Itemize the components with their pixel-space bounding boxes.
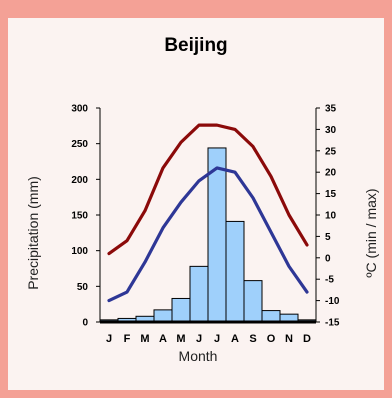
y2-axis-label: ºC (min / max) (363, 188, 379, 277)
y2-tick-label: -10 (325, 296, 340, 307)
precip-bar (225, 220, 245, 323)
y2-tick-label: 20 (325, 168, 337, 179)
precip-bar (243, 280, 263, 323)
precip-bar (189, 265, 209, 323)
y2-tick-label: -5 (325, 275, 334, 286)
y-tick-label: 100 (71, 246, 88, 257)
y-tick-label: 0 (82, 318, 88, 329)
y2-tick-label: 10 (325, 211, 337, 222)
month-label: J (196, 333, 202, 345)
y2-tick-label: 0 (325, 253, 331, 264)
line-group (107, 123, 309, 303)
y-tick-label: 150 (71, 211, 88, 222)
chart-panel: Beijing 0 50 100 150 200 250 300 -15 -10 -5 0 5 10 15… (8, 18, 384, 390)
y-tick-label: 200 (71, 175, 88, 186)
x-axis-label: Month (179, 348, 218, 364)
month-label: S (249, 333, 256, 345)
precip-bar (171, 297, 191, 323)
y-axis-label: Precipitation (mm) (25, 176, 41, 290)
y2-tick-label: 35 (325, 104, 337, 115)
y-tick-label: 50 (77, 282, 89, 293)
max-temp-line (107, 123, 309, 256)
climate-chart: Beijing 0 50 100 150 200 250 300 -15 -10 -5 0 5 10 15… (25, 35, 379, 364)
y2-tick-label: 5 (325, 232, 331, 243)
y2-tick-label: -15 (325, 318, 340, 329)
month-label: J (214, 333, 220, 345)
y2-tick-label: 30 (325, 125, 337, 136)
y2-tick-label: 25 (325, 146, 337, 157)
month-label: M (140, 333, 149, 345)
y-tick-label: 300 (71, 104, 88, 115)
precip-bar (261, 310, 281, 323)
month-label: M (176, 333, 185, 345)
month-label: F (124, 333, 131, 345)
month-label: O (267, 333, 276, 345)
month-label: A (231, 333, 239, 345)
chart-title: Beijing (164, 35, 227, 56)
axes-group: 0 50 100 150 200 250 300 -15 -10 -5 0 5 10 15 20 25 30 35… (71, 104, 340, 346)
min-temp-line (107, 166, 309, 303)
y-tick-label: 250 (71, 139, 88, 150)
month-label: D (303, 333, 311, 345)
precip-bar (153, 309, 173, 323)
month-label: A (159, 333, 167, 345)
month-label: J (106, 333, 112, 345)
y2-tick-label: 15 (325, 189, 337, 200)
month-label: N (285, 333, 293, 345)
